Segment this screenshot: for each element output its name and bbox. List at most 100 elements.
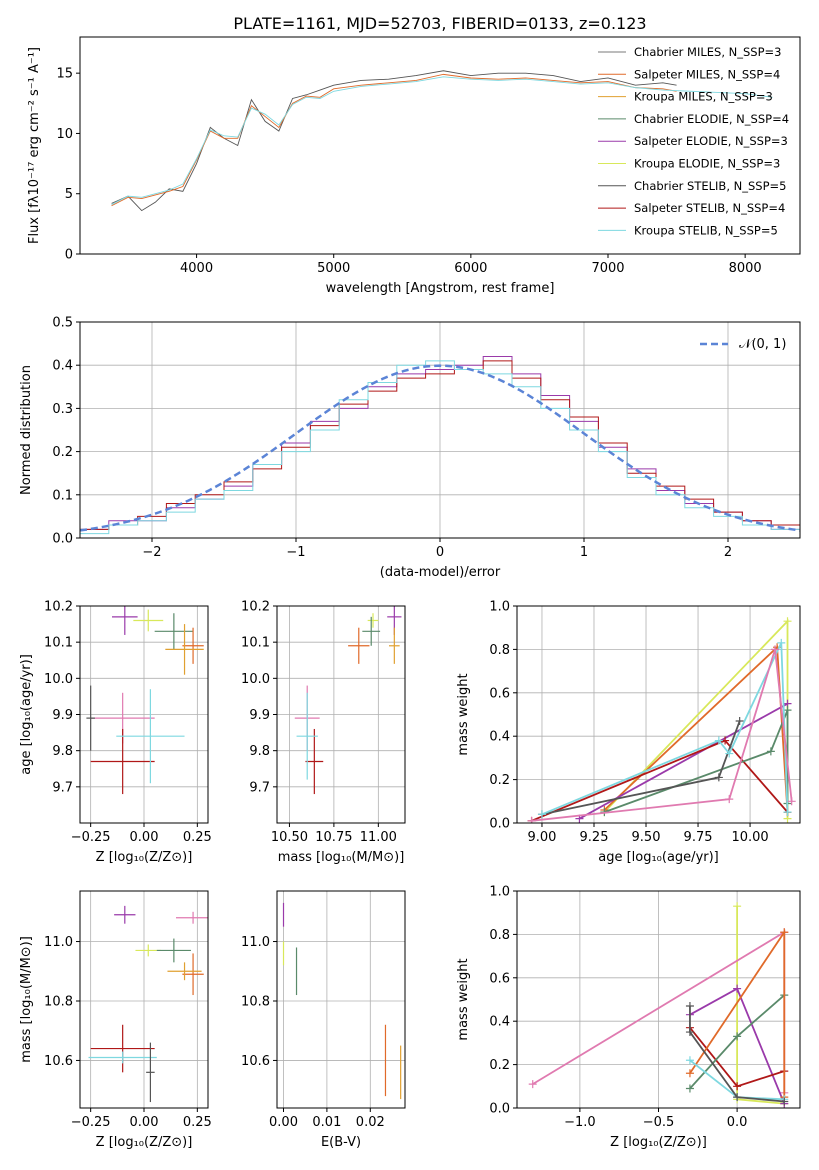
weight-point-marker [787,797,796,806]
x-tick-label: 1 [580,545,588,560]
legend-entry: Kroupa STELIB, N_SSP=5 [634,223,778,237]
weight-point-marker [685,1084,694,1093]
x-tick-label: 0 [436,545,444,560]
y-tick-label: 0 [65,248,73,263]
x-tick-label: −2 [142,545,161,560]
x-axis-label: wavelength [Angstrom, rest frame] [326,281,555,296]
x-tick-label: 5000 [317,261,350,276]
weight-series-line [578,702,788,820]
mass_vs_ebv-data [282,902,402,1100]
y-tick-label: 0.6 [489,971,510,986]
y-tick-label: 0.0 [489,1102,510,1117]
x-tick-label: 8000 [729,261,762,276]
weight-point-marker [537,810,546,819]
x-tick-label: 10.00 [731,830,768,845]
legend-entry: Chabrier ELODIE, N_SSP=4 [634,112,789,126]
y-tick-label: 10.6 [241,1054,270,1069]
x-tick-label: 11.00 [360,830,397,845]
y-tick-label: 0.8 [489,928,510,943]
weight-point-marker [685,1069,694,1078]
y-tick-label: 10.2 [241,600,270,615]
x-axis-label: Z [log₁₀(Z/Z⊙)] [96,850,193,865]
weight-point-marker [733,1032,742,1041]
y-axis-label: age [log₁₀(age/yr)] [19,654,34,775]
x-tick-label: 10.75 [315,830,352,845]
spectrum-series-line [111,70,677,212]
axes-frame [516,605,801,824]
weight-point-marker [733,1082,742,1091]
weight-series-line [604,709,789,813]
weight-point-marker [733,984,742,993]
y-tick-label: 15 [56,67,73,82]
weight-point-marker [714,736,723,745]
y-tick-label: 9.8 [249,744,270,759]
y-tick-label: 0.4 [489,1015,510,1030]
y-tick-label: 10.2 [44,600,73,615]
legend-entry: Kroupa ELODIE, N_SSP=3 [634,157,780,171]
weight-series-line [541,720,741,816]
y-tick-label: 10.1 [44,636,73,651]
weight-point-marker [685,1056,694,1065]
y-tick-label: 11.0 [44,935,73,950]
y-tick-label: 0.0 [52,532,73,547]
y-tick-label: 0.2 [489,773,510,788]
y-tick-label: 10.0 [241,672,270,687]
legend-entry: Kroupa MILES, N_SSP=3 [634,90,773,104]
x-tick-label: 7000 [591,261,624,276]
weight-point-marker [714,773,723,782]
x-tick-label: −0.25 [71,1115,111,1130]
y-tick-label: 10 [56,127,73,142]
y-tick-label: 0.4 [52,359,73,374]
weight-point-marker [725,795,734,804]
x-axis-label: (data-model)/error [380,565,501,580]
x-axis-label: E(B-V) [321,1135,361,1150]
weight-point-marker [777,638,786,647]
legend-entry: Salpeter MILES, N_SSP=4 [634,67,780,81]
x-tick-label: −1.0 [564,1115,596,1130]
weight-series-line [531,649,793,822]
axes-frame [79,605,209,824]
y-tick-label: 10.0 [44,672,73,687]
axes-frame [516,890,801,1109]
weight-point-marker [780,928,789,937]
weight-point-marker [783,617,792,626]
x-axis-label: age [log₁₀(age/yr)] [598,850,719,865]
weight-point-marker [735,717,744,726]
x-tick-label: 0.00 [130,830,159,845]
axes-frame [79,36,801,255]
y-tick-label: 1.0 [489,600,510,615]
age_vs_mass-data [294,606,402,795]
weight-point-marker [733,1093,742,1102]
x-tick-label: 9.75 [684,830,713,845]
gaussian-curve-line [80,364,800,532]
weight-series-line [689,1006,785,1103]
legend-entry: Salpeter ELODIE, N_SSP=3 [634,134,788,148]
y-tick-label: 9.7 [249,780,270,795]
x-tick-label: 6000 [454,261,487,276]
legend-entry: Salpeter STELIB, N_SSP=4 [634,201,785,215]
x-tick-label: 0.00 [130,1115,159,1130]
weight-point-marker [725,749,734,758]
residuals-data [80,356,800,535]
weight-point-marker [783,706,792,715]
weight-point-marker [685,1002,694,1011]
y-tick-label: 0.2 [489,1058,510,1073]
axes-frame [276,890,406,1109]
x-tick-label: 10.50 [271,830,308,845]
x-tick-label: −1 [286,545,305,560]
y-tick-label: 0.2 [52,445,73,460]
x-tick-label: 0.00 [269,1115,298,1130]
weight-point-marker [685,1028,694,1037]
y-tick-label: 10.8 [44,994,73,1009]
legend-entry: Chabrier MILES, N_SSP=3 [634,45,781,59]
y-tick-label: 10.8 [241,994,270,1009]
mass_vs_z-data [88,905,208,1103]
y-tick-label: 0.3 [52,402,73,417]
weight_vs_age-data [527,617,796,823]
weight-point-marker [528,1080,537,1089]
axes-frame [79,890,209,1109]
y-tick-label: 0.4 [489,730,510,745]
x-tick-label: 0.25 [183,1115,212,1130]
axes-frame [276,605,406,824]
